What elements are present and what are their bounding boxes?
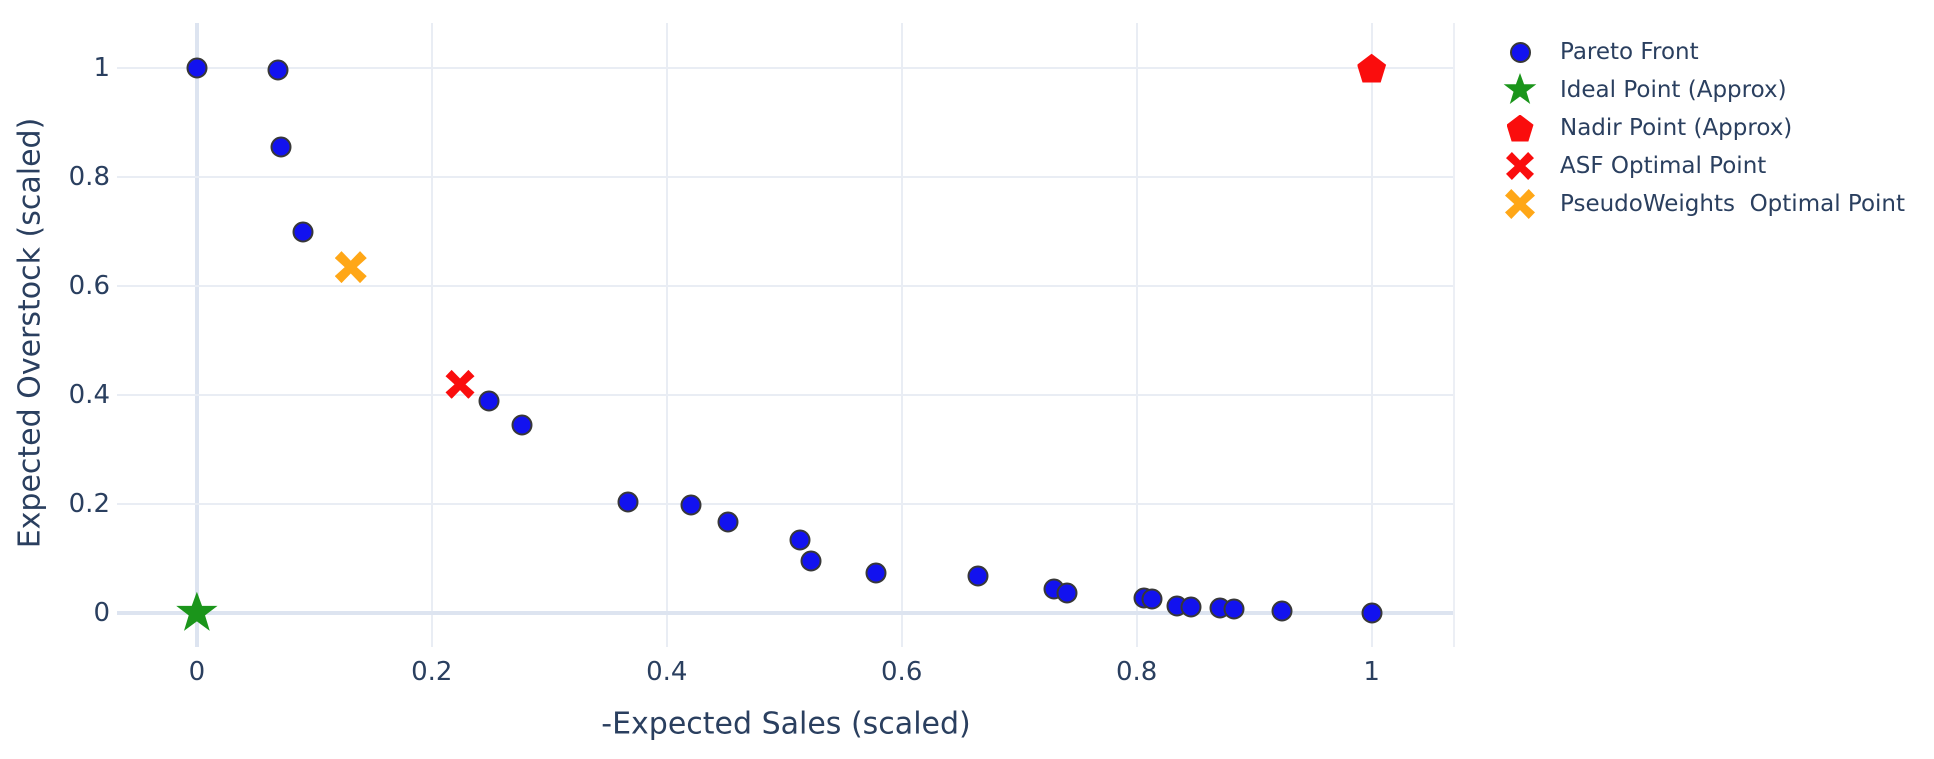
x-gridline bbox=[900, 23, 903, 647]
y-gridline bbox=[117, 394, 1455, 397]
plot-right-edge bbox=[1453, 23, 1455, 647]
circle-data-point bbox=[800, 550, 822, 572]
circle-data-point bbox=[186, 57, 208, 79]
x-tick-label: 1 bbox=[1363, 657, 1380, 687]
y-gridline bbox=[117, 285, 1455, 288]
y-tick-label: 0.4 bbox=[68, 380, 110, 411]
star-marker-icon bbox=[1503, 73, 1537, 104]
y-tick-label: 0.2 bbox=[68, 489, 110, 520]
x-marker-icon bbox=[1505, 189, 1535, 219]
legend-label: Ideal Point (Approx) bbox=[1560, 77, 1787, 103]
x-tick-label: 0.8 bbox=[1115, 657, 1158, 687]
circle-data-point bbox=[1271, 600, 1293, 622]
circle-data-point bbox=[789, 529, 810, 551]
pentagon-data-point bbox=[1357, 53, 1387, 83]
y-tick-label: 0 bbox=[93, 598, 110, 629]
y-gridline bbox=[117, 67, 1455, 70]
x-tick-label: 0.6 bbox=[881, 657, 923, 687]
circle-data-point bbox=[617, 491, 639, 513]
plot-area[interactable] bbox=[117, 23, 1455, 647]
circle-data-point bbox=[967, 565, 989, 587]
legend-item-pareto-front[interactable]: Pareto Front bbox=[1496, 33, 1905, 71]
x-tick-label: 0.4 bbox=[646, 657, 688, 687]
legend-item-pseudoweights-optimal-point[interactable]: PseudoWeights Optimal Point bbox=[1496, 185, 1905, 223]
legend-label: Pareto Front bbox=[1560, 39, 1699, 65]
circle-data-point bbox=[1361, 602, 1383, 624]
x-marker-icon bbox=[1506, 152, 1534, 180]
circle-marker-icon bbox=[1509, 41, 1531, 63]
circle-data-point bbox=[270, 136, 292, 158]
circle-data-point bbox=[1056, 582, 1078, 604]
legend-label: PseudoWeights Optimal Point bbox=[1560, 191, 1905, 217]
legend: Pareto Front Ideal Point (Approx) Nadir … bbox=[1496, 33, 1905, 223]
y-axis-title: Expected Overstock (scaled) bbox=[12, 117, 48, 549]
circle-data-point bbox=[267, 59, 289, 81]
x-data-point bbox=[334, 251, 367, 284]
legend-item-nadir-point[interactable]: Nadir Point (Approx) bbox=[1496, 109, 1905, 147]
circle-data-point bbox=[865, 562, 887, 584]
pentagon-marker-icon bbox=[1506, 114, 1534, 142]
x-tick-label: 0 bbox=[188, 657, 206, 687]
x-gridline bbox=[430, 23, 433, 647]
x-gridline bbox=[1370, 23, 1373, 647]
legend-item-asf-optimal-point[interactable]: ASF Optimal Point bbox=[1496, 147, 1905, 185]
circle-data-point bbox=[680, 494, 702, 516]
x-gridline bbox=[1135, 23, 1138, 647]
x-gridline bbox=[665, 23, 668, 647]
circle-data-point bbox=[478, 390, 500, 412]
legend-label: ASF Optimal Point bbox=[1560, 153, 1767, 179]
circle-data-point bbox=[1141, 588, 1163, 610]
legend-item-ideal-point[interactable]: Ideal Point (Approx) bbox=[1496, 71, 1905, 109]
legend-label: Nadir Point (Approx) bbox=[1560, 115, 1793, 141]
y-gridline bbox=[117, 503, 1455, 506]
y-gridline bbox=[117, 176, 1455, 179]
y-tick-label: 0.6 bbox=[68, 271, 110, 302]
x-axis-title: -Expected Sales (scaled) bbox=[601, 706, 971, 742]
y-tick-label: 1 bbox=[93, 53, 110, 84]
circle-data-point bbox=[1223, 598, 1245, 620]
x-zeroline bbox=[194, 23, 199, 647]
circle-data-point bbox=[292, 221, 314, 243]
y-zeroline bbox=[117, 611, 1455, 616]
circle-data-point bbox=[1180, 596, 1202, 618]
circle-data-point bbox=[511, 414, 533, 436]
x-tick-label: 0.2 bbox=[411, 657, 453, 687]
y-tick-label: 0.8 bbox=[68, 162, 110, 193]
circle-data-point bbox=[717, 511, 739, 533]
